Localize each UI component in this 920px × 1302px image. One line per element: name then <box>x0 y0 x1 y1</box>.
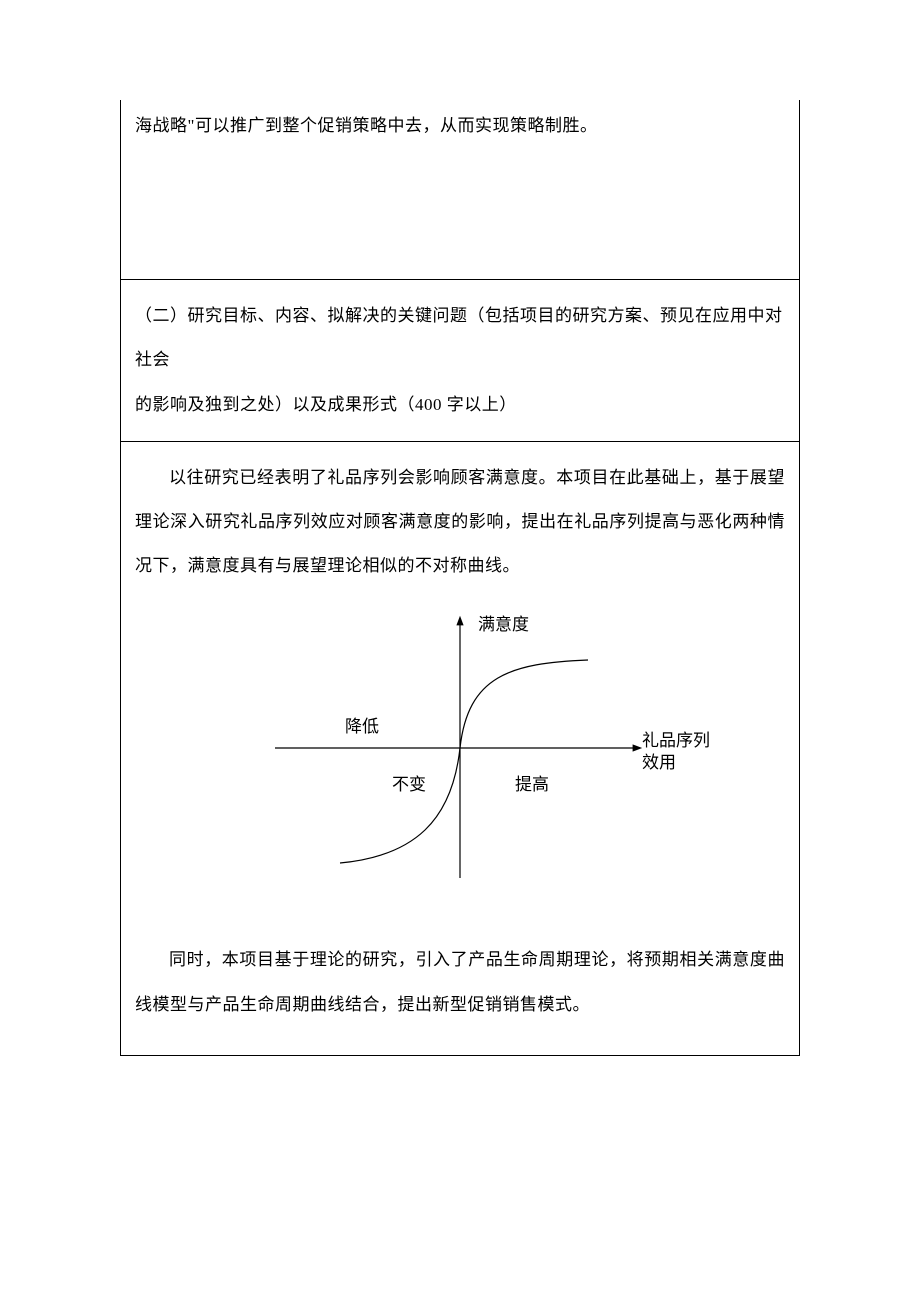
top-line-1: 海战略"可以推广到整个促销策略中去，从而实现策略制胜。 <box>135 112 785 139</box>
y-axis-label: 满意度 <box>478 614 529 636</box>
label-bottom-right: 提高 <box>515 774 549 796</box>
body-paragraph-1: 以往研究已经表明了礼品序列会影响顾客满意度。本项目在此基础上，基于展望理论深入研… <box>135 456 785 589</box>
page: 海战略"可以推广到整个促销策略中去，从而实现策略制胜。 （二）研究目标、内容、拟… <box>0 0 920 1056</box>
cell-top: 海战略"可以推广到整个促销策略中去，从而实现策略制胜。 <box>121 100 799 280</box>
x-axis-label-line2: 效用 <box>642 753 676 772</box>
body-paragraph-2: 同时，本项目基于理论的研究，引入了产品生命周期理论，将预期相关满意度曲线模型与产… <box>135 938 785 1026</box>
s-curve <box>340 660 588 863</box>
content-table: 海战略"可以推广到整个促销策略中去，从而实现策略制胜。 （二）研究目标、内容、拟… <box>120 100 800 1056</box>
cell-body: 以往研究已经表明了礼品序列会影响顾客满意度。本项目在此基础上，基于展望理论深入研… <box>121 442 799 1055</box>
heading-line-1: （二）研究目标、内容、拟解决的关键问题（包括项目的研究方案、预见在应用中对社会 <box>135 294 785 382</box>
label-bottom-left: 不变 <box>392 774 426 796</box>
x-axis-label: 礼品序列 效用 <box>642 730 710 774</box>
x-axis-label-line1: 礼品序列 <box>642 731 710 750</box>
diagram-svg <box>210 608 710 908</box>
diagram-container: 满意度 礼品序列 效用 降低 不变 提高 <box>135 588 785 938</box>
heading-line-2: 的影响及独到之处）以及成果形式（400 字以上） <box>135 383 785 427</box>
cell-heading: （二）研究目标、内容、拟解决的关键问题（包括项目的研究方案、预见在应用中对社会 … <box>121 280 799 442</box>
prospect-curve-diagram: 满意度 礼品序列 效用 降低 不变 提高 <box>210 608 710 908</box>
label-left: 降低 <box>345 716 379 738</box>
